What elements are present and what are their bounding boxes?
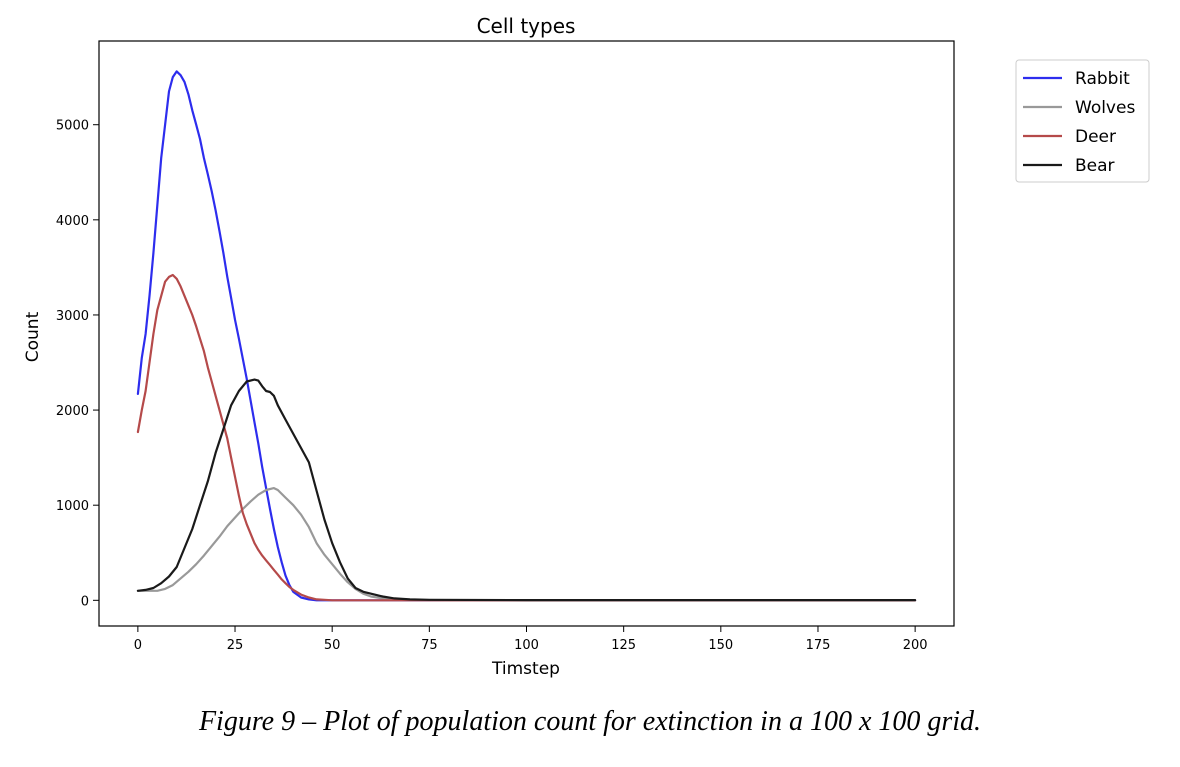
x-tick-label: 100 [514, 638, 539, 653]
x-axis-ticks: 0 25 50 75 100 125 150 175 200 [134, 626, 928, 653]
series-line-wolves [136, 487, 917, 602]
y-tick-label: 2000 [56, 404, 89, 419]
y-tick-label: 5000 [56, 119, 89, 134]
series-line-deer [136, 273, 917, 602]
y-tick-label: 1000 [56, 499, 89, 514]
series-line-rabbit [136, 70, 917, 602]
legend-label-deer: Deer [1075, 127, 1116, 147]
x-tick-label: 25 [227, 638, 244, 653]
y-axis-ticks: 0 1000 2000 3000 4000 5000 [56, 119, 99, 609]
y-tick-label: 4000 [56, 214, 89, 229]
series-line-bear [136, 378, 917, 602]
x-tick-label: 200 [903, 638, 928, 653]
x-tick-label: 0 [134, 638, 142, 653]
chart-title: Cell types [477, 14, 576, 38]
x-tick-label: 75 [421, 638, 438, 653]
x-axis-label: Timstep [491, 659, 560, 679]
y-axis-label: Count [23, 311, 43, 362]
y-tick-label: 0 [81, 594, 89, 609]
y-tick-label: 3000 [56, 309, 89, 324]
plot-frame [98, 40, 955, 627]
series-layer [136, 70, 917, 602]
x-tick-label: 125 [611, 638, 636, 653]
legend-label-rabbit: Rabbit [1075, 69, 1130, 89]
legend-label-wolves: Wolves [1075, 98, 1135, 118]
legend: Rabbit Wolves Deer Bear [1015, 59, 1150, 183]
figure-caption: Figure 9 – Plot of population count for … [198, 706, 982, 737]
x-tick-label: 150 [708, 638, 733, 653]
x-tick-label: 50 [324, 638, 341, 653]
x-tick-label: 175 [806, 638, 831, 653]
legend-label-bear: Bear [1075, 156, 1115, 176]
legend-box [1015, 59, 1150, 183]
line-chart: Cell types 0 25 50 75 100 125 150 175 200 0 1000 2… [23, 14, 1150, 679]
